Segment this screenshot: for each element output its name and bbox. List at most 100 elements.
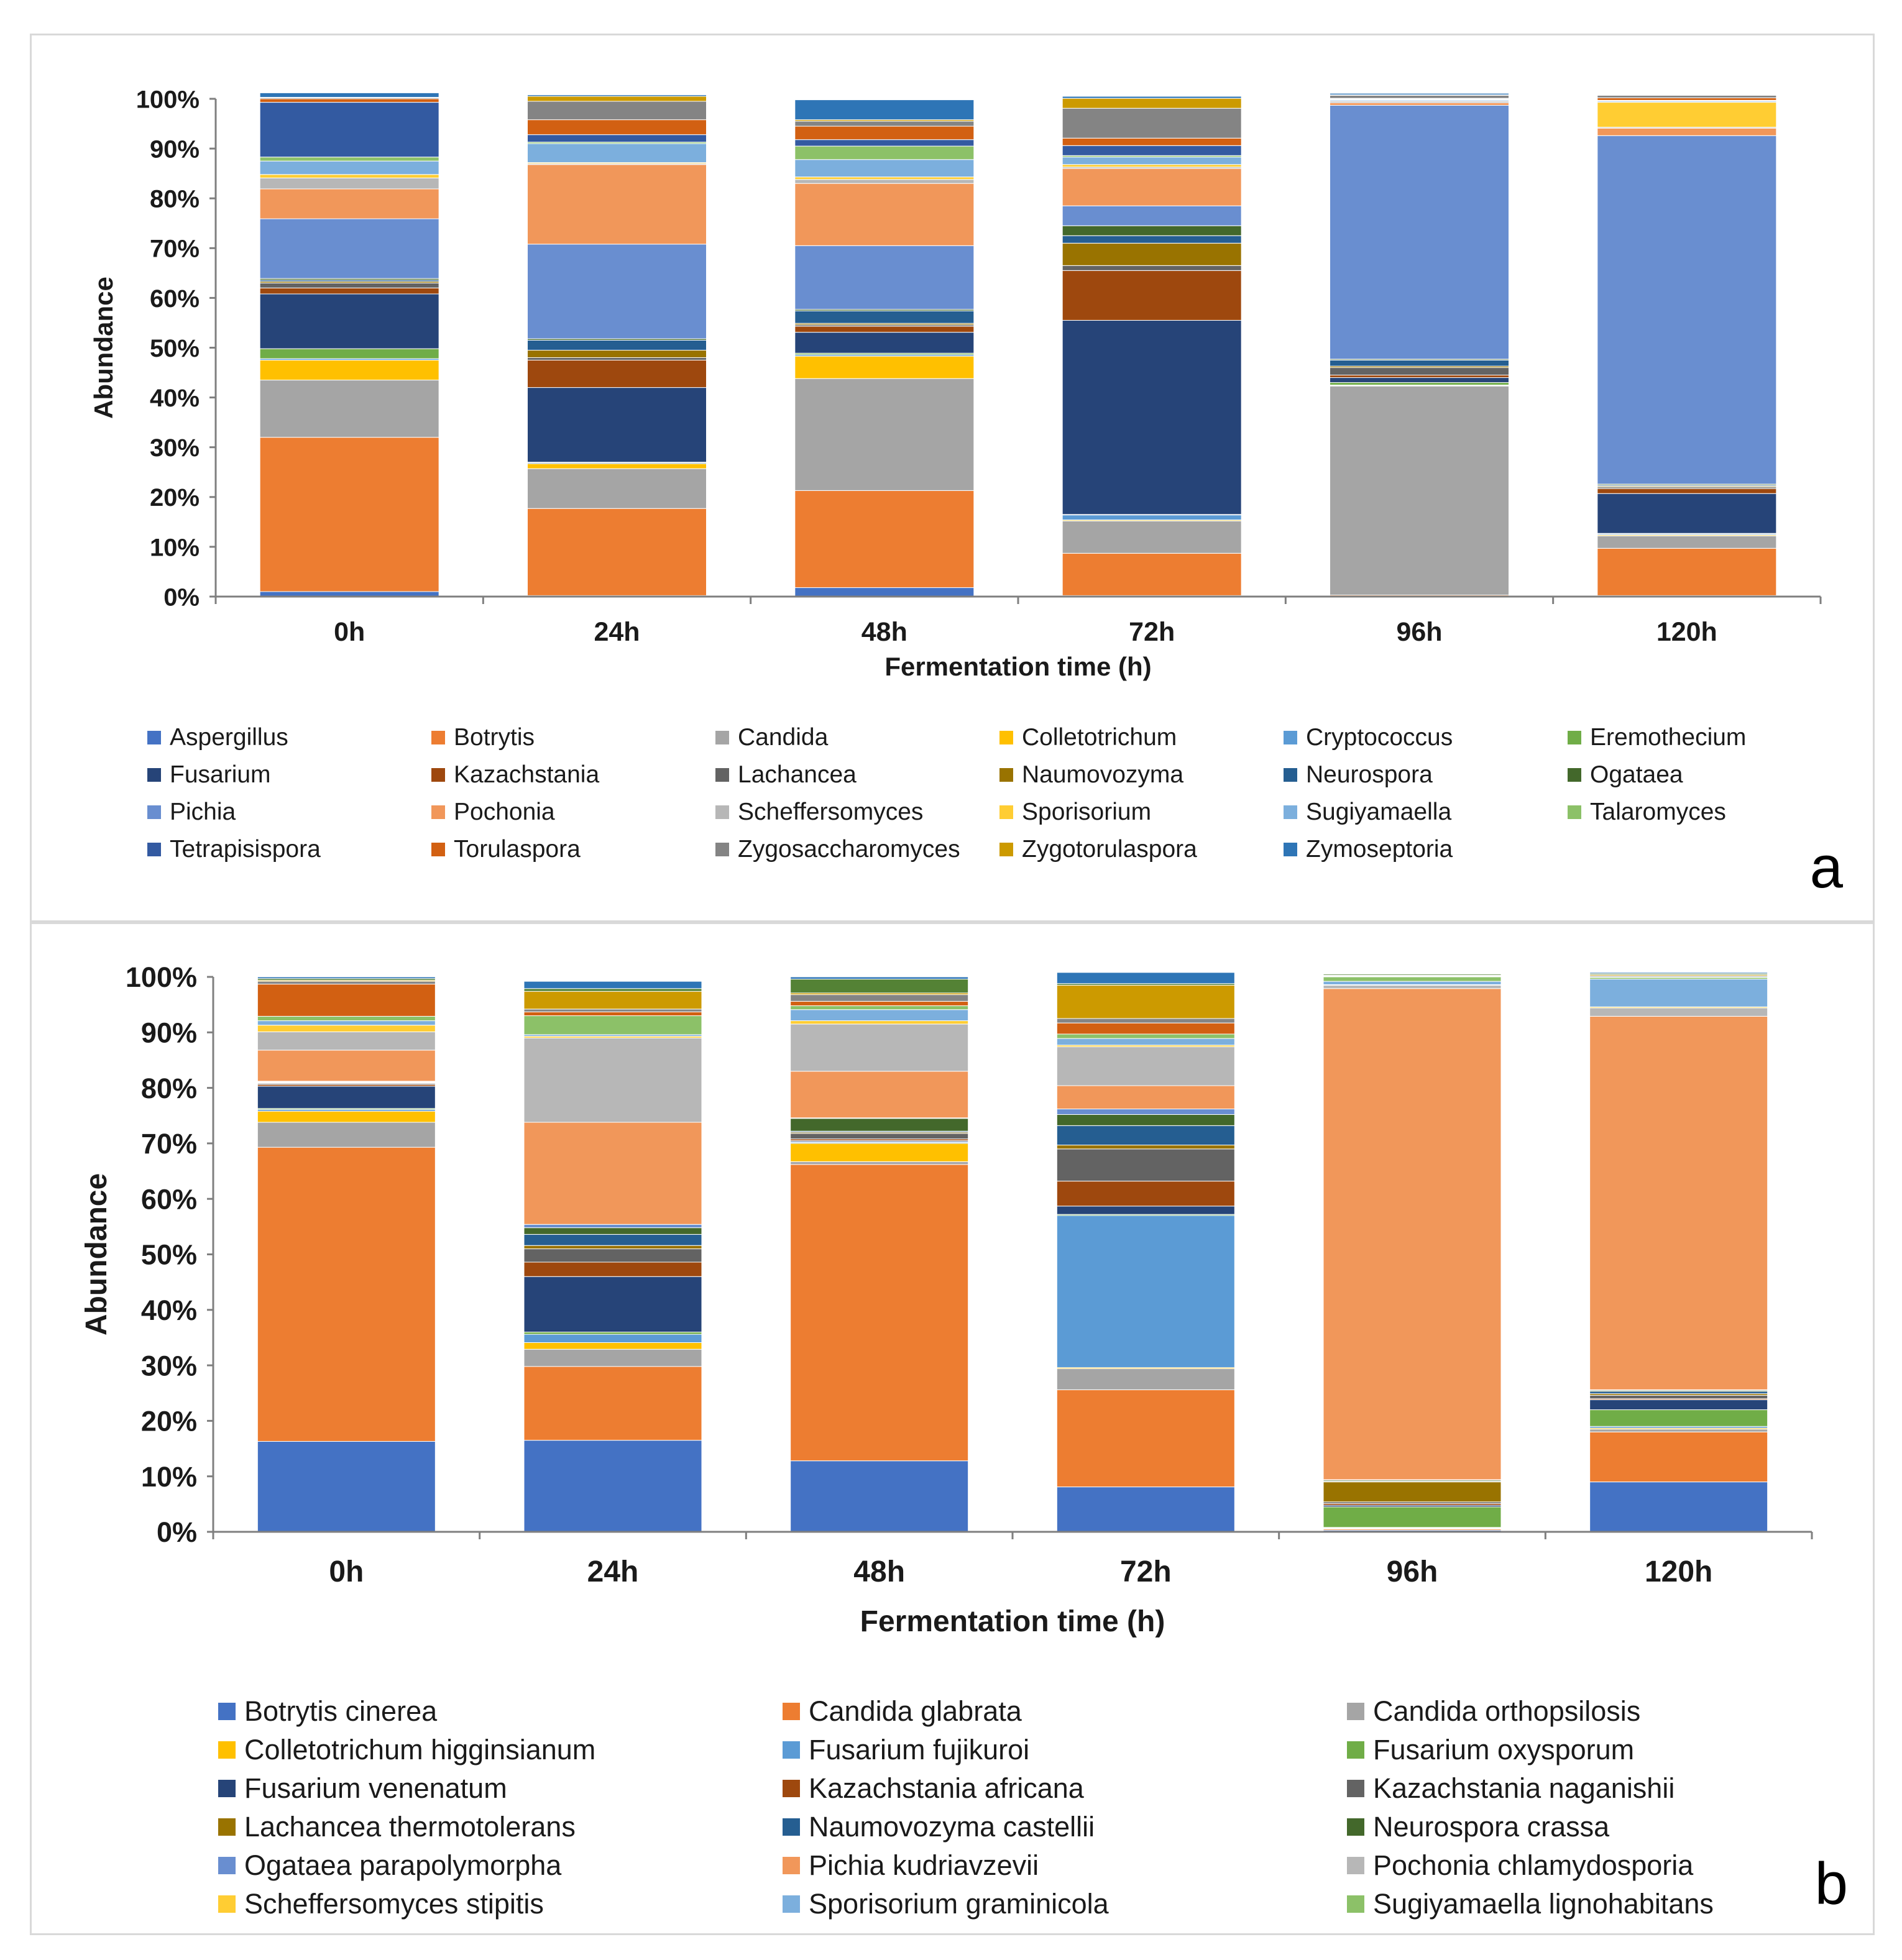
legend-label: Pochonia xyxy=(454,799,555,825)
bar-segment-fusarium-48h xyxy=(794,332,975,354)
bar-segment-naumovozyma-castellii-72h xyxy=(1056,1125,1235,1146)
bar-segment-pichia-kudriavzevii-72h xyxy=(1056,1085,1235,1110)
bar-segment-fusarium-venenatum-72h xyxy=(1056,1206,1235,1215)
bar-segment-pichia-kudriavzevii-0h xyxy=(257,1050,436,1082)
y-tick-label: 30% xyxy=(150,434,200,462)
legend-swatch xyxy=(218,1703,236,1720)
bar-segment-torulaspora-0h xyxy=(259,98,439,103)
legend-item-sugiyamaella-lignohabitans: Sugiyamaella lignohabitans xyxy=(1347,1885,1902,1923)
bar-segment-ogataea-72h xyxy=(1062,225,1242,236)
bar-segment-botrytis-120h xyxy=(1597,547,1777,596)
legend-a: Aspergillus Botrytis Candida Colletotrichum… xyxy=(147,719,1863,868)
legend-item-kazachstania-africana: Kazachstania africana xyxy=(783,1769,1347,1808)
legend-label: Lachancea thermotolerans xyxy=(244,1811,576,1843)
panel-letter-b: b xyxy=(1814,1851,1848,1917)
y-axis-title: Abundance xyxy=(89,277,118,419)
legend-swatch xyxy=(1568,768,1581,782)
legend-item-candida-glabrata: Candida glabrata xyxy=(783,1692,1347,1731)
bar-segment-lachancea-24h xyxy=(527,357,707,361)
legend-label: Colletotrichum higginsianum xyxy=(244,1734,596,1765)
legend-swatch xyxy=(1347,1780,1364,1797)
bar-segment-candida-24h xyxy=(527,468,707,509)
bar-segment-unlabeled-2-72h xyxy=(1056,1018,1235,1024)
x-axis-title: Fermentation time (h) xyxy=(884,652,1151,681)
bar-segment-fusarium-venenatum-0h xyxy=(257,1086,436,1109)
legend-item-fusarium: Fusarium xyxy=(147,756,431,794)
legend-swatch xyxy=(999,805,1013,819)
bar-segment-sugiyamaella-lignohabitans-48h xyxy=(790,1005,969,1010)
bar-segment-sporisorium-graminicola-48h xyxy=(790,1009,969,1022)
bar-segment-pochonia-chlamydosporia-48h xyxy=(790,1024,969,1072)
bar-segment-fusarium-oxysporum-96h xyxy=(1323,1506,1502,1528)
bar-segment-unlabeled-4-24h xyxy=(523,988,702,992)
legend-swatch xyxy=(783,1895,800,1913)
y-tick-label: 80% xyxy=(141,1073,197,1104)
legend-item-neurospora-crassa: Neurospora crassa xyxy=(1347,1808,1902,1846)
bar-segment-sporisorium-graminicola-120h xyxy=(1589,979,1768,1007)
bar-segment-candida-0h xyxy=(259,380,439,438)
x-tick-label: 24h xyxy=(594,617,640,647)
legend-swatch xyxy=(431,805,445,819)
legend-swatch xyxy=(1568,731,1581,744)
bar-segment-colletotrichum-higginsianum-48h xyxy=(790,1143,969,1162)
stacked-bar-chart-b: 0% 10% 20% 30% 40% 50% 60% 70% 80% 90% 100% 0h 24h 48… xyxy=(80,961,1813,1638)
legend-swatch xyxy=(715,731,729,744)
y-tick-label: 20% xyxy=(141,1406,197,1437)
x-tick-label: 72h xyxy=(1120,1555,1172,1588)
bar-segment-scheffersomyces-stipitis-48h xyxy=(790,1020,969,1025)
bar-segment-unlabeled-2-48h xyxy=(790,994,969,1002)
legend-item-fusarium-oxysporum: Fusarium oxysporum xyxy=(1347,1731,1902,1769)
legend-swatch xyxy=(431,731,445,744)
bar-segment-torulaspora-72h xyxy=(1062,137,1242,146)
bar-segment-kazachstania-africana-72h xyxy=(1056,1181,1235,1207)
panel-a: 0% 10% 20% 30% 40% 50% 60% 70% 80% 90% 100% 0h 24h 48… xyxy=(30,34,1875,922)
bar-segment-botrytis-0h xyxy=(259,437,439,592)
bar-segment-candida-glabrata-72h xyxy=(1056,1389,1235,1488)
bar-segment-talaromyces-48h xyxy=(794,145,975,160)
y-tick-label: 60% xyxy=(150,285,200,313)
y-tick-label: 100% xyxy=(126,961,197,993)
legend-item-torulaspora: Torulaspora xyxy=(431,831,715,868)
legend-label: Pochonia chlamydosporia xyxy=(1373,1849,1694,1881)
legend-item-ogataea-parapolymorpha: Ogataea parapolymorpha xyxy=(218,1846,783,1885)
legend-item-naumovozyma-castellii: Naumovozyma castellii xyxy=(783,1808,1347,1846)
bar-segment-pochonia-chlamydosporia-0h xyxy=(257,1031,436,1051)
bar-segment-sugiyamaella-lignohabitans-0h xyxy=(257,1015,436,1022)
bar-segment-unlabeled-5-48h xyxy=(790,976,969,980)
legend-label: Sporisorium xyxy=(1022,799,1152,825)
bar-segment-candida-orthopsilosis-24h xyxy=(523,1349,702,1367)
bar-segment-neurospora-crassa-48h xyxy=(790,1118,969,1132)
legend-item-lachancea-thermotolerans: Lachancea thermotolerans xyxy=(218,1808,783,1846)
bar-segment-unlabeled-1-48h xyxy=(790,1001,969,1006)
legend-label: Talaromyces xyxy=(1590,799,1726,825)
legend-swatch xyxy=(999,768,1013,782)
bar-segment-fusarium-venenatum-120h xyxy=(1589,1399,1768,1411)
bar-segment-pichia-120h xyxy=(1597,135,1777,485)
bar-segment-unlabeled-5-24h xyxy=(523,981,702,989)
stacked-bar-chart-a: 0% 10% 20% 30% 40% 50% 60% 70% 80% 90% 100% 0h 24h 48… xyxy=(89,86,1822,681)
y-tick-label: 10% xyxy=(141,1461,197,1493)
bar-segment-eremothecium-96h xyxy=(1330,382,1509,386)
legend-item-pichia-kudriavzevii: Pichia kudriavzevii xyxy=(783,1846,1347,1885)
y-tick-label: 80% xyxy=(150,186,200,213)
legend-swatch xyxy=(218,1818,236,1836)
legend-item-scheffersomyces: Scheffersomyces xyxy=(715,794,999,831)
bar-segment-candida-96h xyxy=(1330,385,1509,596)
y-tick-label: 40% xyxy=(150,385,200,412)
bar-segment-candida-glabrata-24h xyxy=(523,1366,702,1441)
y-tick-label: 50% xyxy=(141,1239,197,1271)
bar-segment-zymoseptoria-72h xyxy=(1062,96,1242,99)
bar-segment-kazachstania-24h xyxy=(527,360,707,388)
y-tick-label: 10% xyxy=(150,534,200,561)
bar-segment-cryptococcus-72h xyxy=(1062,515,1242,521)
bar-segment-pochonia-chlamydosporia-24h xyxy=(523,1037,702,1123)
legend-label: Neurospora crassa xyxy=(1373,1811,1610,1843)
legend-swatch xyxy=(715,768,729,782)
bar-segment-colletotrichum-higginsianum-0h xyxy=(257,1111,436,1123)
bar-segment-pichia-kudriavzevii-96h xyxy=(1323,988,1502,1480)
bar-segment-fusarium-24h xyxy=(527,387,707,463)
bar-segment-sporisorium-0h xyxy=(259,174,439,178)
legend-label: Scheffersomyces xyxy=(738,799,924,825)
legend-label: Colletotrichum xyxy=(1022,724,1177,751)
bar-segment-torulaspora-24h xyxy=(527,119,707,135)
